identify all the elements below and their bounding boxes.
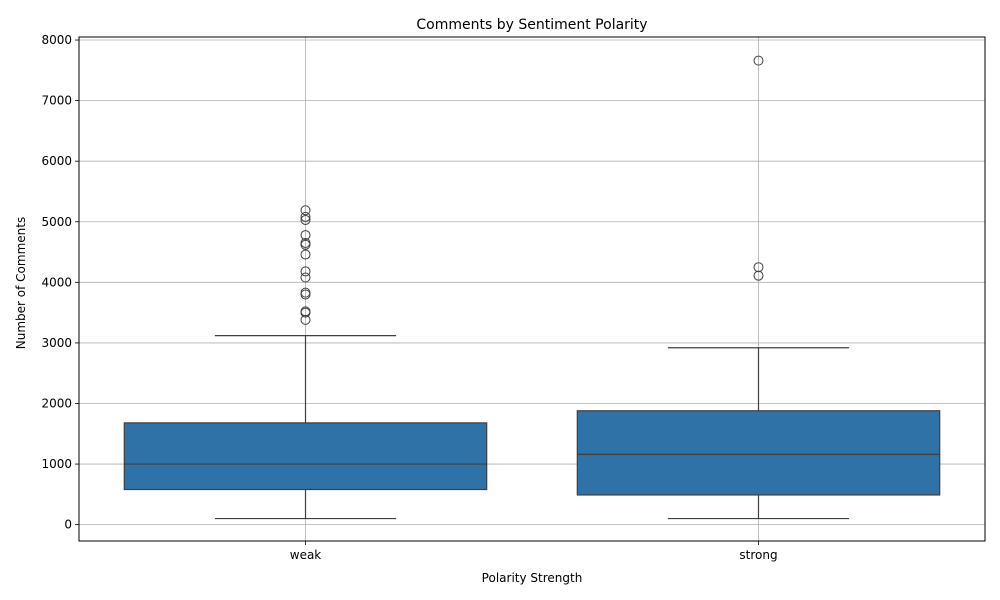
box-strong — [576, 55, 941, 520]
chart-title: Comments by Sentiment Polarity — [416, 17, 647, 33]
outlier-point — [300, 287, 311, 298]
outlier-point — [300, 306, 311, 317]
y-axis-ticks: 0 1000 2000 3000 4000 5000 6000 7000 8000 — [41, 33, 79, 532]
outlier-point — [300, 205, 311, 216]
y-tick-label: 8000 — [41, 33, 72, 47]
outlier-point — [300, 249, 311, 260]
x-tick-label: weak — [290, 548, 322, 562]
iqr-box — [576, 410, 941, 496]
iqr-box — [123, 422, 488, 491]
outlier-point — [753, 270, 764, 281]
y-tick-label: 1000 — [41, 457, 72, 471]
box-weak — [123, 205, 488, 520]
outlier-point — [753, 262, 764, 273]
y-tick-label: 5000 — [41, 215, 72, 229]
box-series — [123, 55, 941, 520]
outlier-point — [300, 272, 311, 283]
x-tick-label: strong — [739, 548, 777, 562]
outlier-point — [300, 266, 311, 277]
y-tick-label: 0 — [64, 518, 72, 532]
outlier-point — [300, 314, 311, 325]
x-axis-label: Polarity Strength — [482, 571, 583, 585]
y-tick-label: 4000 — [41, 275, 72, 289]
y-tick-label: 7000 — [41, 94, 72, 108]
outlier-point — [300, 237, 311, 248]
outlier-point — [300, 230, 311, 241]
y-tick-label: 6000 — [41, 154, 72, 168]
plot-frame — [78, 36, 986, 542]
x-axis-ticks: weak strong — [290, 541, 778, 562]
outlier-point — [300, 211, 311, 222]
outlier-point — [300, 214, 311, 225]
y-axis-label: Number of Comments — [14, 217, 28, 349]
y-tick-label: 2000 — [41, 396, 72, 410]
y-tick-label: 3000 — [41, 336, 72, 350]
outlier-point — [753, 55, 764, 66]
